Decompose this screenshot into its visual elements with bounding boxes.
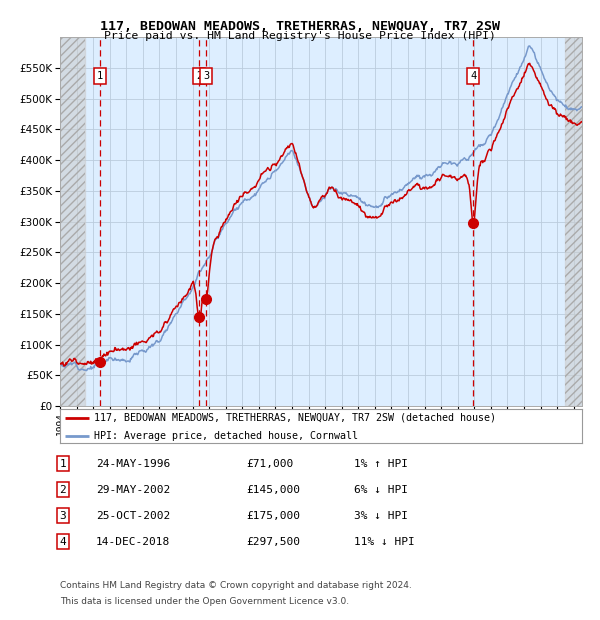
Text: 25-OCT-2002: 25-OCT-2002 [96, 511, 170, 521]
Text: £297,500: £297,500 [246, 537, 300, 547]
Text: 2: 2 [59, 485, 67, 495]
Text: 3: 3 [203, 71, 209, 81]
Text: 117, BEDOWAN MEADOWS, TRETHERRAS, NEWQUAY, TR7 2SW: 117, BEDOWAN MEADOWS, TRETHERRAS, NEWQUA… [100, 20, 500, 33]
Bar [60, 37, 85, 406]
Text: 1% ↑ HPI: 1% ↑ HPI [354, 459, 408, 469]
Text: 117, BEDOWAN MEADOWS, TRETHERRAS, NEWQUAY, TR7 2SW (detached house): 117, BEDOWAN MEADOWS, TRETHERRAS, NEWQUA… [94, 413, 496, 423]
Text: 1: 1 [59, 459, 67, 469]
Text: 3% ↓ HPI: 3% ↓ HPI [354, 511, 408, 521]
Bar [565, 37, 582, 406]
Text: £145,000: £145,000 [246, 485, 300, 495]
Text: This data is licensed under the Open Government Licence v3.0.: This data is licensed under the Open Gov… [60, 597, 349, 606]
Bar [565, 37, 582, 406]
Text: 1: 1 [97, 71, 103, 81]
Text: 14-DEC-2018: 14-DEC-2018 [96, 537, 170, 547]
Text: HPI: Average price, detached house, Cornwall: HPI: Average price, detached house, Corn… [94, 431, 358, 441]
Text: 6% ↓ HPI: 6% ↓ HPI [354, 485, 408, 495]
Text: Contains HM Land Registry data © Crown copyright and database right 2024.: Contains HM Land Registry data © Crown c… [60, 582, 412, 590]
Bar [60, 37, 85, 406]
Text: 29-MAY-2002: 29-MAY-2002 [96, 485, 170, 495]
Text: 2: 2 [196, 71, 202, 81]
Text: £71,000: £71,000 [246, 459, 293, 469]
Text: 4: 4 [59, 537, 67, 547]
Text: 24-MAY-1996: 24-MAY-1996 [96, 459, 170, 469]
Text: 3: 3 [59, 511, 67, 521]
Text: Price paid vs. HM Land Registry's House Price Index (HPI): Price paid vs. HM Land Registry's House … [104, 31, 496, 41]
Text: 4: 4 [470, 71, 476, 81]
Text: £175,000: £175,000 [246, 511, 300, 521]
Text: 11% ↓ HPI: 11% ↓ HPI [354, 537, 415, 547]
